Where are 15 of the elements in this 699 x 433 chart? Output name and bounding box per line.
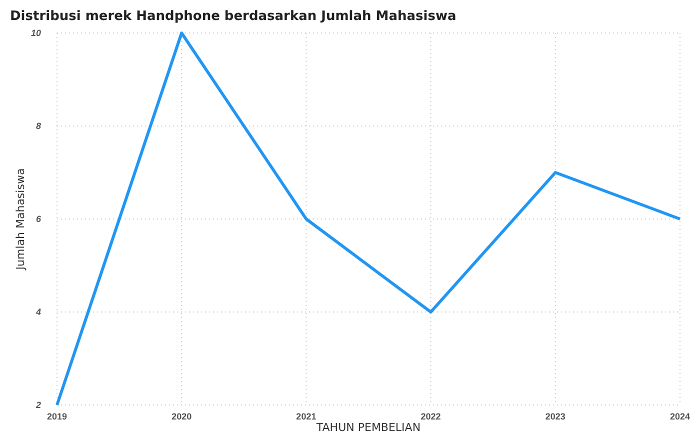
x-tick-label: 2021: [296, 411, 316, 422]
x-tick-label: 2023: [545, 411, 566, 422]
y-tick-label: 2: [34, 400, 41, 410]
x-axis-title: TAHUN PEMBELIAN: [315, 421, 421, 433]
x-tick-label: 2024: [670, 411, 690, 422]
y-tick-label: 8: [36, 120, 41, 131]
y-tick-label: 10: [30, 28, 41, 38]
y-tick-label: 4: [34, 306, 41, 317]
y-tick-label: 6: [36, 214, 42, 224]
line-series: [56, 32, 682, 406]
x-tick-label: 2019: [46, 411, 68, 422]
chart-title: Distribusi merek Handphone berdasarkan Jumlah Mahasiswa: [10, 9, 456, 24]
x-tick-label: 2022: [420, 411, 441, 422]
y-axis-title: Jumlah Mahasiswa: [14, 168, 27, 271]
x-tick-label: 2020: [172, 411, 192, 422]
